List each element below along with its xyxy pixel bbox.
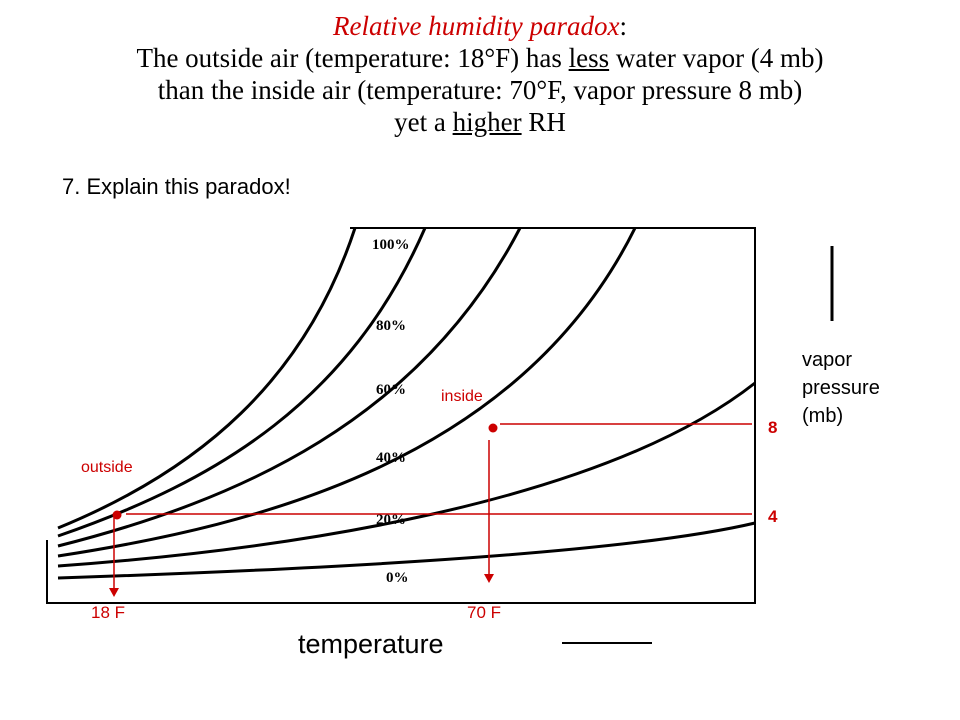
- title-line-4: yet a higher RH: [394, 107, 566, 137]
- temp-value-18: 18 F: [91, 603, 126, 622]
- title-line-3: than the inside air (temperature: 70°F, …: [157, 75, 803, 105]
- outside-point: [112, 510, 122, 520]
- label-40: 40%: [376, 450, 406, 466]
- label-100: 100%: [372, 237, 410, 253]
- inside-point: [488, 423, 498, 433]
- title-line-2: The outside air (temperature: 18°F) has …: [136, 43, 824, 73]
- y-axis-label: vapor pressure (mb): [802, 349, 880, 427]
- vapor-value-4: 4: [768, 507, 778, 526]
- label-80: 80%: [376, 318, 406, 334]
- label-0: 0%: [386, 570, 409, 586]
- plot-frame: [46, 227, 756, 604]
- title-line-1: Relative humidity paradox:: [333, 11, 627, 41]
- vapor-value-8: 8: [768, 418, 778, 437]
- curve-100: [57, 227, 357, 530]
- curve-0: [57, 521, 756, 580]
- x-axis-label: temperature: [298, 629, 444, 659]
- question-text: 7. Explain this paradox!: [62, 174, 291, 199]
- curve-60: [57, 227, 522, 548]
- curve-80: [57, 227, 427, 538]
- outside-label: outside: [81, 459, 133, 476]
- label-20: 20%: [376, 512, 406, 528]
- slide-title: Relative humidity paradox: The outside a…: [0, 10, 960, 138]
- temp-value-70: 70 F: [467, 603, 502, 622]
- label-60: 60%: [376, 382, 406, 398]
- outside-arrowhead: [109, 588, 119, 597]
- title-paradox-name: Relative humidity paradox: [333, 11, 620, 41]
- inside-arrowhead: [484, 574, 494, 583]
- curve-40: [57, 227, 637, 558]
- inside-label: inside: [441, 388, 483, 405]
